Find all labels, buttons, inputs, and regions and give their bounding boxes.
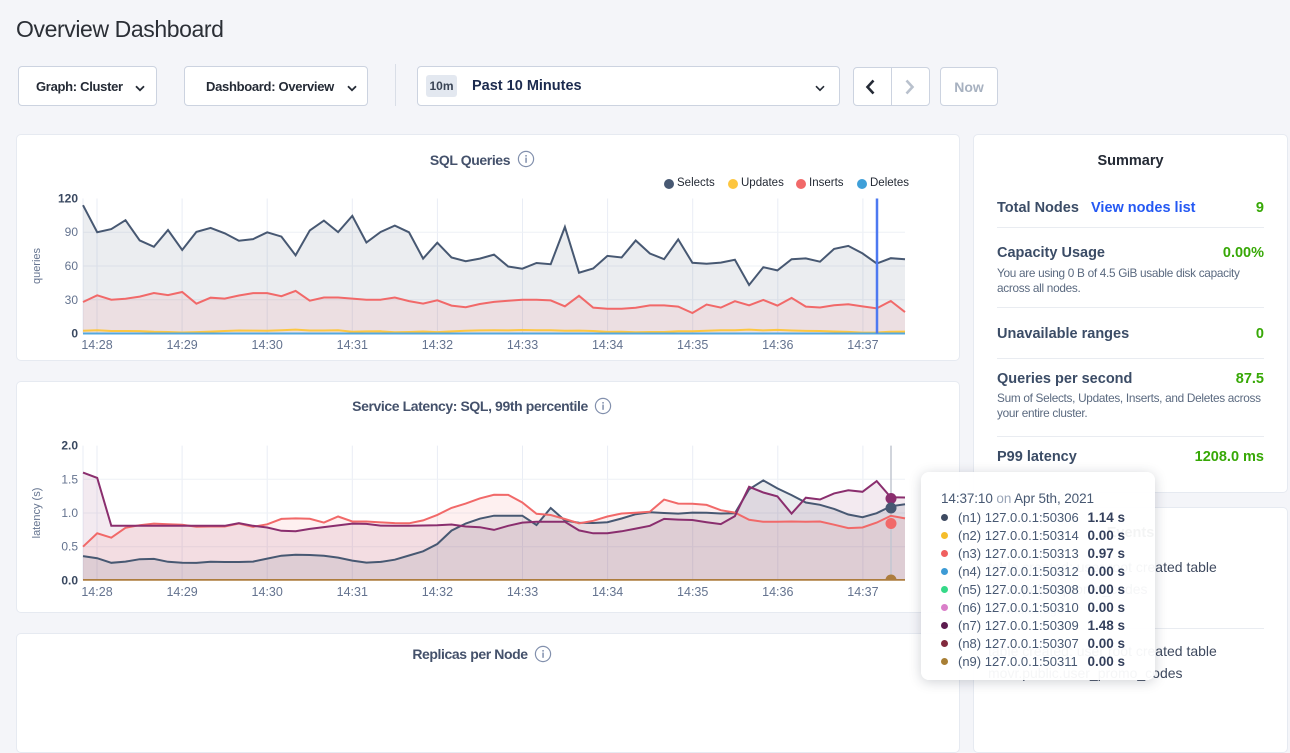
svg-text:1.0: 1.0 — [61, 506, 78, 520]
svg-text:queries: queries — [31, 247, 43, 284]
svg-text:14:35: 14:35 — [677, 338, 708, 352]
svg-text:2.0: 2.0 — [61, 439, 78, 453]
svg-text:120: 120 — [58, 192, 78, 206]
svg-text:14:37: 14:37 — [847, 585, 878, 599]
svg-text:0.0: 0.0 — [61, 573, 78, 587]
svg-text:14:36: 14:36 — [762, 585, 793, 599]
svg-text:14:34: 14:34 — [592, 585, 623, 599]
svg-text:14:31: 14:31 — [337, 338, 368, 352]
svg-text:14:35: 14:35 — [677, 585, 708, 599]
svg-text:14:31: 14:31 — [337, 585, 368, 599]
svg-text:14:28: 14:28 — [81, 585, 112, 599]
svg-text:30: 30 — [65, 293, 79, 307]
svg-text:14:29: 14:29 — [166, 585, 197, 599]
svg-text:14:32: 14:32 — [422, 585, 453, 599]
svg-text:14:36: 14:36 — [762, 338, 793, 352]
svg-text:14:33: 14:33 — [507, 585, 538, 599]
svg-text:14:28: 14:28 — [81, 338, 112, 352]
svg-text:14:32: 14:32 — [422, 338, 453, 352]
svg-text:14:30: 14:30 — [252, 338, 283, 352]
svg-text:90: 90 — [65, 225, 79, 239]
svg-text:14:33: 14:33 — [507, 338, 538, 352]
svg-text:0.5: 0.5 — [61, 540, 78, 554]
svg-text:14:29: 14:29 — [166, 338, 197, 352]
svg-text:14:30: 14:30 — [252, 585, 283, 599]
svg-text:0: 0 — [71, 327, 78, 341]
svg-text:60: 60 — [65, 259, 79, 273]
svg-text:14:37: 14:37 — [847, 338, 878, 352]
svg-text:14:34: 14:34 — [592, 338, 623, 352]
svg-text:1.5: 1.5 — [61, 472, 78, 486]
svg-text:latency (s): latency (s) — [31, 488, 43, 539]
